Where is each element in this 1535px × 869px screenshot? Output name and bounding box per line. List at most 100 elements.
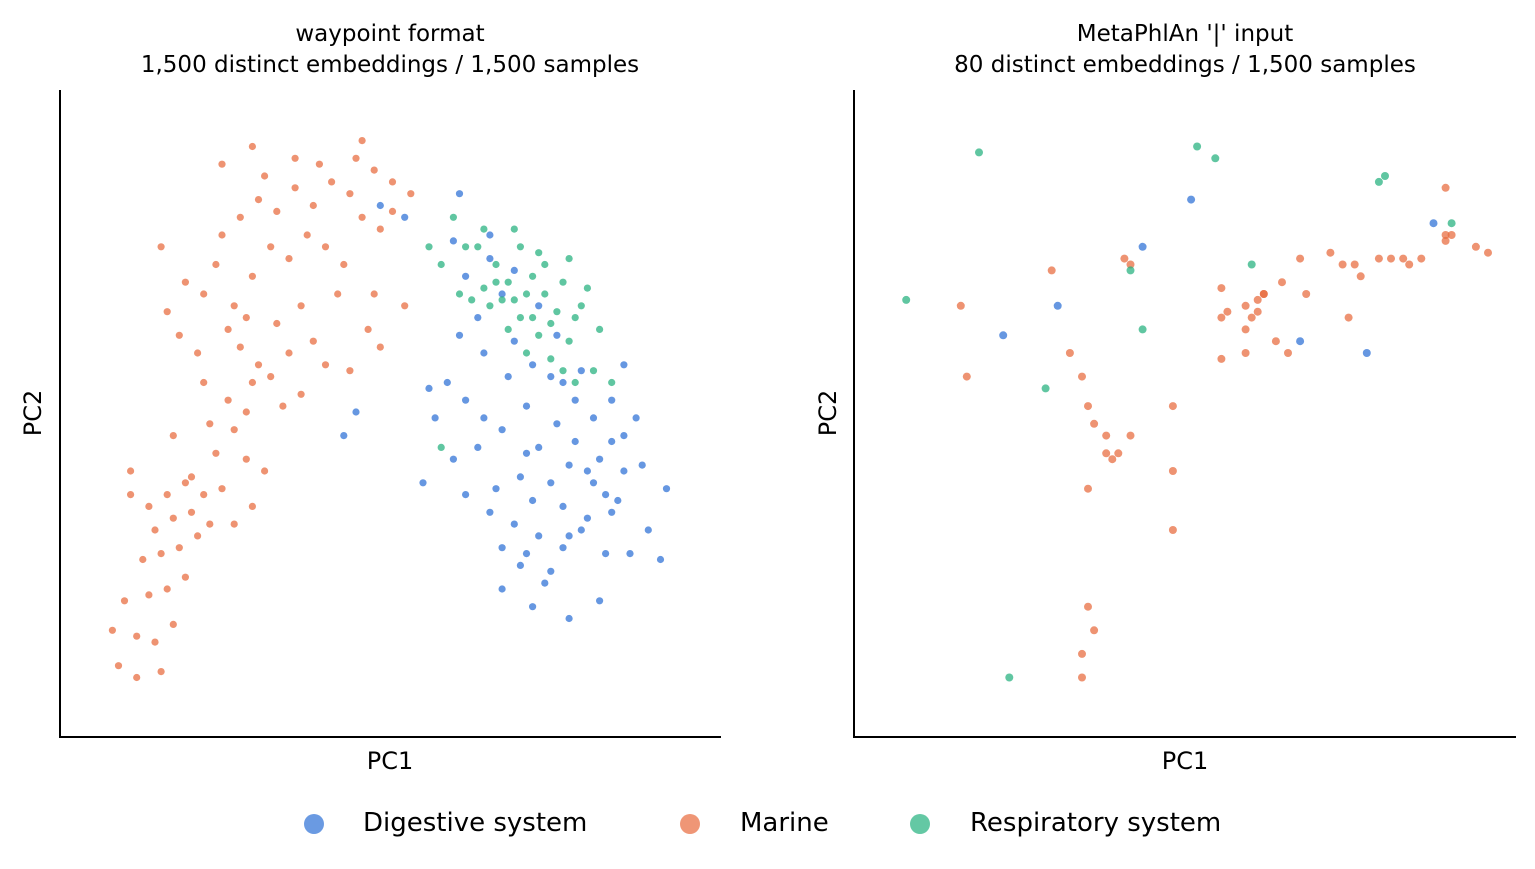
point-respiratory-system-21: [559, 367, 567, 375]
point-marine-16: [169, 514, 177, 522]
legend-marker-marine: [680, 814, 700, 834]
point-digestive-system-5: [455, 331, 464, 339]
point-respiratory-system-3: [492, 260, 500, 269]
point-marine-53: [1387, 254, 1395, 263]
point-respiratory-system-29: [559, 278, 567, 286]
point-respiratory-system-39: [510, 225, 518, 233]
legend: Digestive system Marine Respiratory syst…: [304, 808, 1221, 838]
point-digestive-system-16: [510, 520, 518, 528]
point-marine-42: [1447, 231, 1456, 239]
point-digestive-system-57: [638, 461, 646, 469]
point-marine-40: [181, 278, 189, 286]
point-digestive-system-20: [602, 491, 610, 499]
point-respiratory-system-40: [565, 255, 573, 263]
point-digestive-system-5: [1362, 349, 1371, 357]
point-digestive-system-69: [522, 449, 531, 457]
point-digestive-system-49: [541, 579, 549, 587]
point-digestive-system-23: [589, 414, 598, 422]
point-marine-47: [303, 231, 311, 239]
point-respiratory-system-8: [1381, 172, 1389, 180]
point-digestive-system-41: [644, 526, 652, 534]
point-marine-50: [254, 196, 263, 204]
point-marine-9: [1102, 449, 1111, 458]
point-marine-10: [1114, 449, 1123, 458]
point-digestive-system-35: [516, 561, 525, 570]
point-respiratory-system-20: [571, 378, 579, 387]
point-digestive-system-78: [620, 361, 628, 369]
point-digestive-system-44: [577, 367, 585, 375]
point-digestive-system-32: [614, 496, 622, 505]
point-marine-72: [309, 337, 317, 345]
point-digestive-system-62: [602, 550, 610, 558]
point-marine-67: [370, 166, 378, 174]
point-marine-43: [230, 302, 238, 310]
point-respiratory-system-10: [1005, 673, 1014, 682]
point-digestive-system-0: [999, 331, 1008, 340]
point-marine-11: [139, 555, 147, 564]
point-digestive-system-7: [510, 337, 518, 345]
point-marine-3: [108, 626, 116, 634]
point-marine-52: [1441, 236, 1450, 245]
point-digestive-system-48: [486, 231, 494, 239]
point-marine-18: [206, 520, 214, 528]
point-respiratory-system-22: [510, 296, 518, 304]
point-digestive-system-3: [1138, 242, 1147, 251]
point-respiratory-system-2: [480, 225, 488, 233]
point-digestive-system-36: [498, 585, 506, 593]
point-marine-8: [1102, 431, 1111, 440]
point-marine-6: [169, 620, 177, 629]
point-digestive-system-74: [376, 201, 384, 210]
point-marine-84: [157, 243, 165, 251]
point-marine-17: [1223, 307, 1232, 316]
point-marine-55: [346, 190, 354, 198]
panel-1-x-label: PC1: [367, 747, 414, 775]
point-digestive-system-63: [547, 479, 555, 487]
point-digestive-system-60: [498, 544, 506, 552]
point-marine-42: [212, 260, 220, 269]
point-digestive-system-68: [504, 373, 512, 381]
point-marine-12: [1168, 402, 1177, 411]
point-marine-46: [1090, 626, 1099, 635]
point-digestive-system-70: [419, 479, 427, 487]
point-digestive-system-65: [583, 467, 592, 475]
panel-1-subtitle: 1,500 distinct embeddings / 1,500 sample…: [141, 52, 639, 78]
point-digestive-system-45: [553, 331, 561, 339]
point-respiratory-system-30: [577, 302, 585, 310]
point-respiratory-system-31: [504, 325, 512, 333]
point-marine-46: [285, 255, 293, 263]
point-respiratory-system-0: [449, 213, 457, 221]
point-digestive-system-13: [449, 455, 457, 463]
point-marine-24: [230, 520, 238, 528]
point-digestive-system-51: [571, 437, 579, 446]
point-respiratory-system-32: [486, 302, 494, 310]
point-marine-33: [1338, 260, 1347, 269]
point-marine-89: [218, 160, 226, 168]
point-marine-23: [218, 485, 226, 493]
point-marine-3: [1126, 260, 1135, 269]
point-marine-25: [1241, 325, 1250, 334]
panel-1-y-label: PC2: [19, 390, 47, 437]
point-digestive-system-11: [498, 426, 506, 434]
point-marine-15: [151, 526, 159, 534]
point-marine-63: [261, 172, 269, 180]
point-digestive-system-76: [455, 190, 464, 198]
point-respiratory-system-11: [1126, 266, 1135, 275]
point-respiratory-system-12: [480, 284, 488, 292]
point-respiratory-system-38: [535, 249, 543, 257]
point-digestive-system-72: [352, 408, 360, 416]
point-marine-21: [181, 479, 189, 487]
point-marine-87: [401, 302, 409, 310]
point-marine-2: [1120, 254, 1129, 263]
point-digestive-system-4: [1296, 337, 1305, 346]
point-marine-79: [169, 432, 177, 440]
point-marine-68: [388, 178, 397, 186]
point-respiratory-system-27: [492, 278, 500, 286]
point-marine-56: [358, 213, 366, 221]
point-respiratory-system-4: [504, 278, 512, 286]
point-marine-1: [962, 372, 971, 381]
point-marine-53: [309, 201, 317, 210]
point-marine-12: [157, 550, 165, 558]
point-digestive-system-67: [480, 414, 488, 422]
point-marine-75: [285, 349, 293, 357]
point-marine-8: [145, 591, 153, 599]
